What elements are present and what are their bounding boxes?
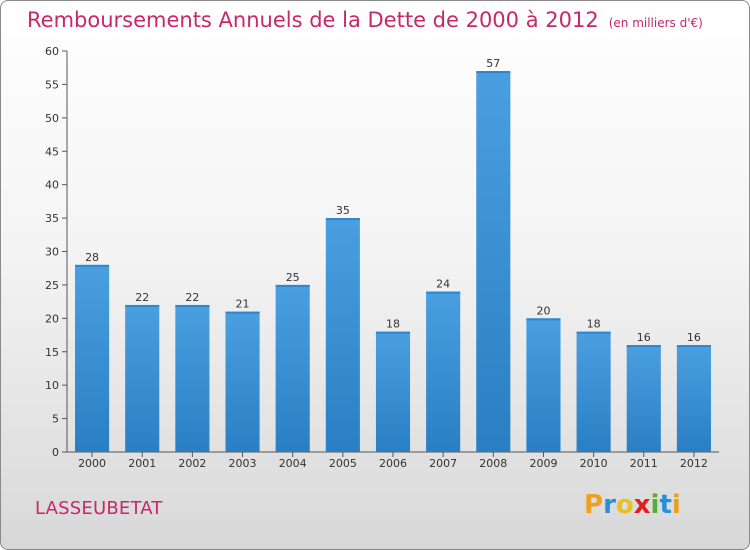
bar [676,345,711,452]
x-tick-label: 2008 [479,457,507,470]
y-tick-label: 50 [45,112,59,125]
bar-top-edge [225,311,260,314]
y-tick-label: 15 [45,346,59,359]
data-label: 18 [587,318,601,331]
bar [526,318,561,452]
bar [626,345,661,452]
y-tick-label: 0 [52,446,59,459]
x-tick-label: 2006 [379,457,407,470]
logo-letter: t [659,490,672,520]
x-tick-label: 2001 [128,457,156,470]
bar-top-edge [125,304,160,307]
x-tick-label: 2010 [580,457,608,470]
bar-top-edge [325,218,360,221]
data-label: 20 [536,304,550,317]
x-tick-label: 2003 [229,457,257,470]
data-label: 24 [436,278,450,291]
y-tick-label: 5 [52,413,59,426]
logo-letter: o [615,490,634,520]
y-tick-label: 55 [45,78,59,91]
x-tick-label: 2007 [429,457,457,470]
bar-top-edge [375,331,411,334]
data-label: 22 [135,291,149,304]
bar-top-edge [426,291,461,294]
bar [325,218,360,452]
data-label: 16 [637,331,651,344]
y-tick-label: 20 [45,312,59,325]
bar [576,331,611,452]
bar [225,311,260,452]
data-label: 22 [185,291,199,304]
logo-letter: i [671,490,681,520]
x-tick-label: 2004 [279,457,307,470]
bar [476,71,511,453]
data-label: 18 [386,318,400,331]
data-label: 16 [687,331,701,344]
y-tick-label: 60 [45,45,59,58]
data-label: 21 [236,298,250,311]
data-label: 25 [286,271,300,284]
y-tick-label: 10 [45,379,59,392]
chart-title: Remboursements Annuels de la Dette de 20… [27,8,703,32]
y-tick-label: 45 [45,145,59,158]
x-tick-label: 2009 [529,457,557,470]
bar [125,304,160,452]
y-tick-label: 40 [45,179,59,192]
bar-top-edge [526,318,561,321]
y-tick-label: 30 [45,246,59,259]
y-tick-label: 35 [45,212,59,225]
bar-top-edge [676,345,711,348]
x-tick-label: 2002 [178,457,206,470]
proxiti-logo: Proxiti [584,490,681,520]
x-tick-label: 2011 [630,457,658,470]
bar-top-edge [175,304,210,307]
x-tick-label: 2000 [78,457,106,470]
x-tick-label: 2005 [329,457,357,470]
bar-top-edge [626,345,661,348]
bar [426,291,461,452]
data-label: 57 [486,57,500,70]
logo-letter: P [584,490,604,520]
bar-top-edge [275,284,310,287]
chart-title-text: Remboursements Annuels de la Dette de 20… [27,8,599,32]
bar-top-edge [576,331,611,334]
logo-letter: x [633,490,651,520]
bar-top-edge [476,71,511,74]
logo-letter: i [650,490,660,520]
x-tick-label: 2012 [680,457,708,470]
bar [75,264,110,452]
commune-name: LASSEUBETAT [35,498,163,519]
bar [175,304,210,452]
data-label: 28 [85,251,99,264]
logo-letter: r [603,490,616,520]
y-tick-label: 25 [45,279,59,292]
bar [275,284,310,452]
bar-top-edge [75,264,110,267]
data-label: 35 [336,204,350,217]
chart-subtitle: (en milliers d'€) [608,16,703,30]
bar [375,331,411,452]
